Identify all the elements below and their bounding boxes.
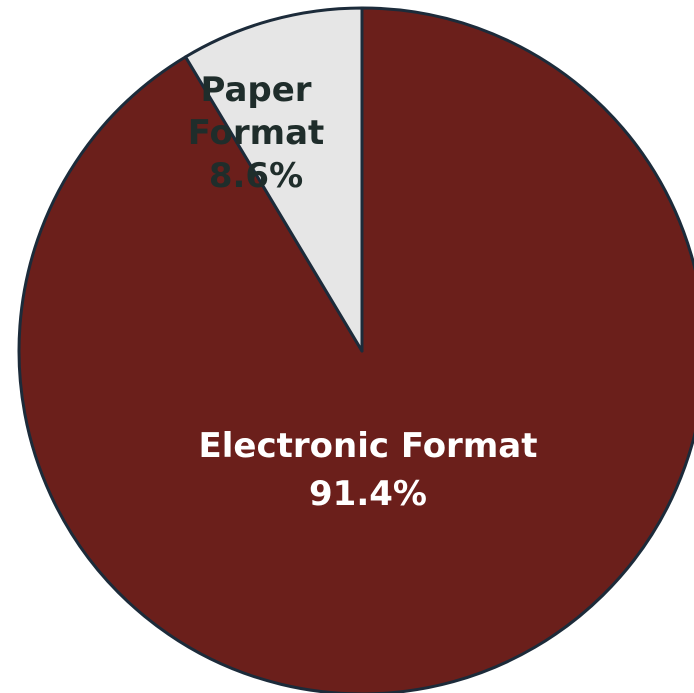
pie-slice-electronic-format <box>17 6 694 693</box>
pie-slice-paper-format <box>184 6 364 353</box>
slice-label-paper-format: Paper Format 8.6% <box>188 70 325 196</box>
slice-label-line: Electronic Format <box>199 426 538 466</box>
slice-label-line: 91.4% <box>309 474 427 514</box>
slice-label-line: Paper <box>200 70 311 110</box>
slice-label-line: Format <box>188 113 325 153</box>
slice-label-electronic-format: Electronic Format 91.4% <box>199 426 538 514</box>
slice-label-line: 8.6% <box>209 156 303 196</box>
